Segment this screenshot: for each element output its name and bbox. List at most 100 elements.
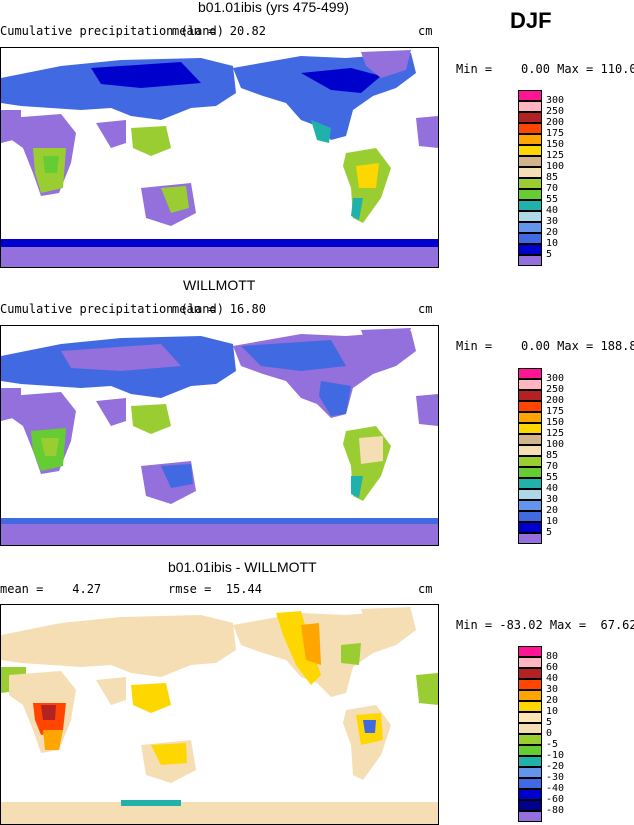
- africa-wrap: [416, 116, 438, 148]
- legend-swatch: [518, 445, 542, 456]
- legend-swatch: [518, 767, 542, 778]
- legend-level-label: 60: [546, 662, 559, 673]
- africa-south: [43, 730, 63, 750]
- panel3-mean: mean = 4.27: [0, 582, 102, 596]
- legend-level-label: 100: [546, 161, 565, 172]
- panel2-mean: mean = 16.80: [172, 302, 266, 316]
- legend-swatch: [518, 233, 542, 244]
- legend-swatch: [518, 511, 542, 522]
- legend-level-label: -30: [546, 772, 565, 783]
- legend-level-label: 10: [546, 706, 559, 717]
- eurasia-region: [1, 615, 236, 677]
- panel3-title: b01.01ibis - WILLMOTT: [168, 559, 317, 575]
- legend-level-label: 40: [546, 483, 559, 494]
- south-america-region: [343, 426, 391, 501]
- legend-level-label: -10: [546, 750, 565, 761]
- legend-swatch: [518, 401, 542, 412]
- africa-wrap: [416, 394, 438, 426]
- greenland-region: [361, 328, 411, 356]
- panel1-minmax: Min = 0.00 Max = 110.07: [456, 62, 634, 76]
- legend-level-label: 85: [546, 172, 559, 183]
- africa-core: [41, 438, 59, 456]
- legend-level-label: 200: [546, 395, 565, 406]
- legend-level-label: 5: [546, 717, 553, 728]
- legend-level-label: 100: [546, 439, 565, 450]
- legend-swatch: [518, 745, 542, 756]
- eurasia-dry: [61, 344, 181, 371]
- legend-swatch: [518, 778, 542, 789]
- south-america-amazon: [356, 163, 379, 188]
- panel1-unit: cm: [418, 24, 433, 38]
- legend-level-label: 125: [546, 428, 565, 439]
- panel3-legend: 80 60 40 30 20 10 5 0 -5 -10 -20 -30 -40 -60 -80: [518, 646, 564, 822]
- legend-swatch: [518, 734, 542, 745]
- legend-swatch: [518, 101, 542, 112]
- australia-north: [151, 743, 187, 765]
- panel3-unit: cm: [418, 582, 433, 596]
- antarctica-region: [1, 521, 438, 545]
- india-region: [96, 398, 126, 426]
- legend-swatch: [518, 134, 542, 145]
- antarctica-region: [1, 802, 438, 824]
- legend-level-label: 40: [546, 673, 559, 684]
- legend-swatch: [518, 646, 542, 657]
- south-america-south: [351, 476, 363, 498]
- legend-swatch: [518, 412, 542, 423]
- legend-swatch: [518, 156, 542, 167]
- legend-swatch: [518, 657, 542, 668]
- panel2-title: WILLMOTT: [183, 277, 256, 293]
- legend-level-label: 250: [546, 106, 565, 117]
- panel1-map-svg: [1, 50, 438, 267]
- legend-swatch: [518, 222, 542, 233]
- africa-core: [41, 705, 56, 720]
- eurasia-wet: [91, 62, 201, 88]
- legend-swatch: [518, 90, 542, 101]
- panel1-legend: 300 250 200 175 150 125 100 85 70 55 40 30 20 10 5: [518, 90, 564, 266]
- legend-level-label: 300: [546, 95, 565, 106]
- legend-swatch: [518, 690, 542, 701]
- legend-level-label: 70: [546, 183, 559, 194]
- legend-level-label: 250: [546, 384, 565, 395]
- legend-level-label: 5: [546, 249, 553, 260]
- legend-level-label: 300: [546, 373, 565, 384]
- legend-swatch: [518, 500, 542, 511]
- north-america-rockies: [276, 611, 321, 685]
- legend-level-label: 20: [546, 695, 559, 706]
- legend-level-label: 5: [546, 527, 553, 538]
- legend-swatch: [518, 756, 542, 767]
- legend-swatch: [518, 456, 542, 467]
- legend-swatch: [518, 701, 542, 712]
- legend-swatch: [518, 434, 542, 445]
- antarctica-coast: [1, 239, 438, 247]
- legend-level-label: 150: [546, 139, 565, 150]
- legend-level-label: 80: [546, 651, 559, 662]
- panel2-map: [0, 325, 439, 546]
- legend-level-label: 125: [546, 150, 565, 161]
- legend-level-label: 30: [546, 216, 559, 227]
- panel1-mean: mean = 20.82: [172, 24, 266, 38]
- legend-swatch: [518, 478, 542, 489]
- se-asia-region: [131, 404, 171, 434]
- greenland-region: [361, 607, 411, 635]
- legend-swatch: [518, 811, 542, 822]
- legend-swatch: [518, 390, 542, 401]
- legend-level-label: 20: [546, 227, 559, 238]
- legend-swatch: [518, 668, 542, 679]
- season-label: DJF: [510, 8, 552, 33]
- panel2-minmax: Min = 0.00 Max = 188.83: [456, 339, 634, 353]
- africa-wrap: [416, 673, 438, 705]
- north-america-wet: [301, 68, 381, 93]
- australia-north: [161, 186, 189, 213]
- legend-level-label: -40: [546, 783, 565, 794]
- legend-swatch: [518, 489, 542, 500]
- india-region: [96, 677, 126, 705]
- legend-level-label: 55: [546, 194, 559, 205]
- panel1-map: [0, 47, 439, 268]
- panel3-map: [0, 604, 439, 825]
- panel3-minmax: Min = -83.02 Max = 67.62: [456, 618, 634, 632]
- legend-swatch: [518, 178, 542, 189]
- north-america-coast: [311, 120, 331, 143]
- legend-level-label: 85: [546, 450, 559, 461]
- legend-swatch: [518, 368, 542, 379]
- legend-level-label: -60: [546, 794, 565, 805]
